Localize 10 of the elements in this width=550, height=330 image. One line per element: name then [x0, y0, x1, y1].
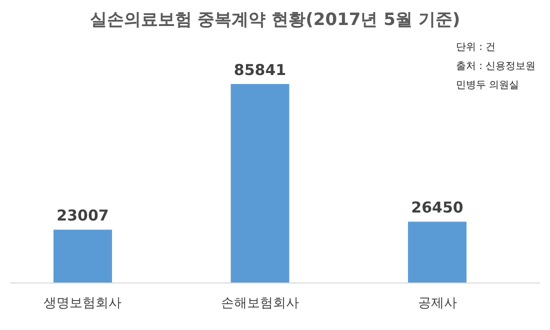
text: 단위 : 건	[456, 42, 496, 53]
x-tick-label: 손해보험회사	[221, 296, 299, 311]
data-label: 23007	[56, 206, 109, 225]
source-note: 출처 : 신용정보원	[456, 61, 536, 72]
data-label: 26450	[411, 198, 464, 217]
x-tick-label: 생명보험회사	[44, 296, 122, 311]
data-label: 85841	[234, 61, 286, 79]
x-tick-label: 공제사	[418, 296, 457, 311]
annotation: 민병두 의원실	[456, 80, 520, 91]
chart-title: 실손의료보험 중복계약 현황(2017년 5월 기준)	[90, 10, 460, 30]
